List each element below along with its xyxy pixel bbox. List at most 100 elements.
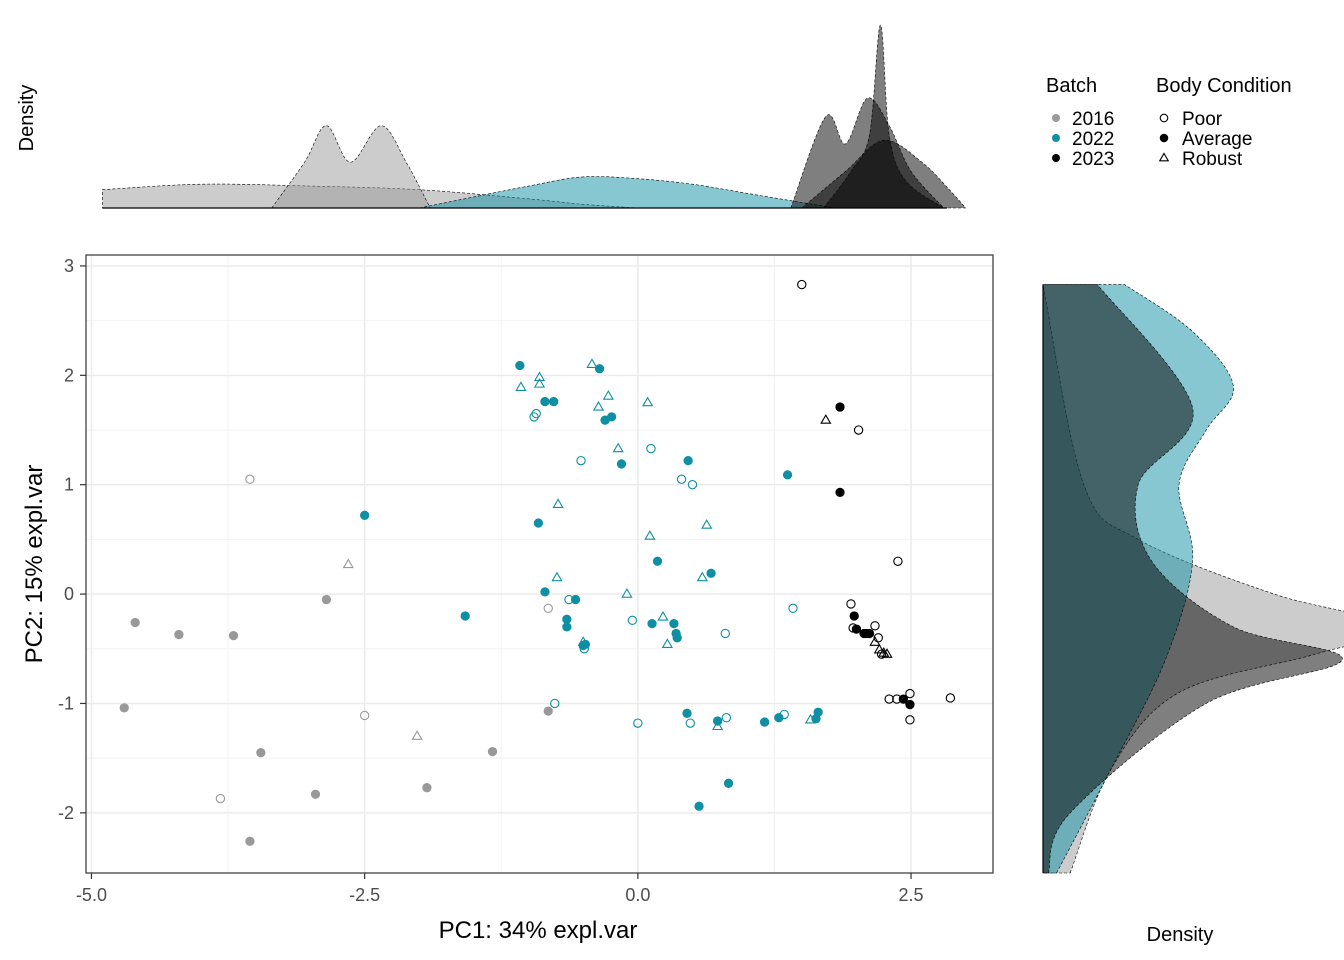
- data-point-2023-average: [898, 694, 909, 704]
- data-point-2016-average: [256, 748, 266, 758]
- data-point-2022-average: [549, 396, 559, 407]
- data-point-2022-average: [562, 614, 572, 624]
- y-tick-label: -1: [58, 693, 74, 713]
- top-density-area: [271, 125, 431, 209]
- data-point-2023-average: [849, 611, 859, 621]
- data-point-2023-poor: [884, 694, 894, 704]
- data-point-2022-poor: [550, 698, 560, 709]
- data-point-2022-robust: [552, 498, 564, 508]
- data-point-2022-average: [515, 360, 525, 371]
- top-density-area: [419, 176, 835, 209]
- data-point-2022-poor: [721, 712, 732, 723]
- plot-border: [85, 254, 994, 874]
- data-point-2022-poor: [564, 594, 574, 605]
- data-point-2016-average: [543, 706, 553, 716]
- data-point-2022-robust: [612, 442, 624, 453]
- data-point-2016-average: [321, 594, 332, 605]
- data-point-2023-robust: [873, 643, 885, 654]
- data-point-2022-average: [694, 801, 704, 811]
- data-point-2022-poor: [579, 644, 589, 654]
- x-axis-title: PC1: 34% expl.var: [439, 917, 638, 944]
- data-point-2022-average: [570, 594, 581, 605]
- right-density-panel: [1042, 284, 1344, 874]
- data-point-2022-robust: [711, 720, 724, 731]
- top-density-area: [800, 139, 967, 209]
- legend-batch-label: 2023: [1072, 149, 1114, 170]
- data-point-2022-average: [594, 364, 605, 374]
- data-point-2022-average: [360, 510, 370, 520]
- data-point-2023-poor: [846, 599, 856, 609]
- y-axis-title: PC2: 15% expl.var: [21, 465, 48, 664]
- data-point-2016-average: [422, 783, 432, 793]
- data-point-2022-poor: [720, 628, 730, 639]
- data-point-2022-robust: [657, 610, 669, 621]
- legend-condition-key: [1158, 152, 1170, 162]
- data-point-2023-average: [905, 699, 915, 710]
- data-point-2022-average: [774, 713, 784, 723]
- top-density-ylabel: Density: [16, 85, 38, 152]
- data-point-2023-poor: [870, 621, 880, 631]
- data-point-2016-average: [245, 836, 255, 846]
- x-tick-label: -5.0: [76, 885, 107, 905]
- right-density-xlabel: Density: [1147, 924, 1214, 946]
- data-point-2022-average: [706, 568, 716, 578]
- scatter-points: [119, 279, 956, 846]
- data-point-2023-poor: [876, 649, 887, 659]
- data-point-2022-robust: [551, 571, 563, 582]
- legend-batch-key: [1052, 114, 1060, 122]
- data-point-2022-robust: [602, 390, 614, 400]
- data-point-2022-robust: [577, 636, 589, 646]
- data-point-2022-poor: [685, 718, 695, 728]
- data-point-2016-poor: [245, 474, 255, 484]
- data-point-2023-robust: [820, 414, 832, 424]
- data-point-2022-average: [647, 618, 657, 629]
- data-point-2016-average: [130, 617, 140, 628]
- data-point-2022-robust: [701, 519, 713, 529]
- data-point-2022-poor: [788, 603, 798, 613]
- data-point-2023-poor: [797, 279, 807, 290]
- data-point-2023-poor: [905, 715, 915, 725]
- data-point-2016-average: [310, 789, 321, 799]
- data-point-2023-poor: [848, 623, 858, 633]
- data-point-2022-average: [606, 412, 617, 422]
- data-point-2022-robust: [586, 358, 598, 368]
- data-point-2022-average: [540, 587, 550, 597]
- data-point-2022-robust: [642, 396, 654, 407]
- data-point-2022-poor: [576, 455, 586, 466]
- legend-batch-key: [1052, 134, 1060, 142]
- data-point-2022-robust: [515, 381, 527, 391]
- data-point-2022-average: [723, 778, 734, 788]
- legend-condition-title: Body Condition: [1156, 75, 1292, 97]
- data-point-2016-average: [119, 703, 129, 713]
- legend-condition-key: [1159, 133, 1169, 143]
- data-point-2016-poor: [543, 603, 553, 613]
- data-point-2022-robust: [661, 638, 673, 649]
- plot-background: [86, 255, 993, 873]
- data-point-2022-poor: [646, 443, 656, 454]
- data-point-2022-average: [669, 618, 679, 629]
- legend-condition-label: Poor: [1182, 109, 1223, 130]
- y-tick-label: 3: [64, 256, 74, 276]
- data-point-2022-average: [562, 622, 572, 632]
- data-point-2022-average: [683, 455, 693, 466]
- top-density-panel: [102, 24, 967, 209]
- data-point-2023-poor: [945, 693, 956, 703]
- data-point-2022-robust: [592, 400, 605, 411]
- data-point-2023-poor: [892, 694, 902, 704]
- legend-batch-label: 2022: [1072, 129, 1114, 150]
- data-point-2023-robust: [881, 648, 893, 658]
- scatter-panel: -5.0 -2.5 0.0 2.5 -2 -1 0 1 2 3: [58, 254, 994, 905]
- data-point-2022-robust: [533, 377, 546, 388]
- x-tick-label: 0.0: [625, 885, 650, 905]
- y-tick-label: -2: [58, 803, 74, 823]
- y-tick-label: 2: [64, 365, 74, 385]
- data-point-2022-robust: [533, 371, 546, 382]
- data-point-2016-average: [228, 631, 239, 641]
- data-point-2023-average: [835, 402, 845, 412]
- legend-batch-key: [1052, 154, 1060, 162]
- data-point-2022-poor: [687, 480, 698, 490]
- data-point-2022-poor: [627, 615, 638, 626]
